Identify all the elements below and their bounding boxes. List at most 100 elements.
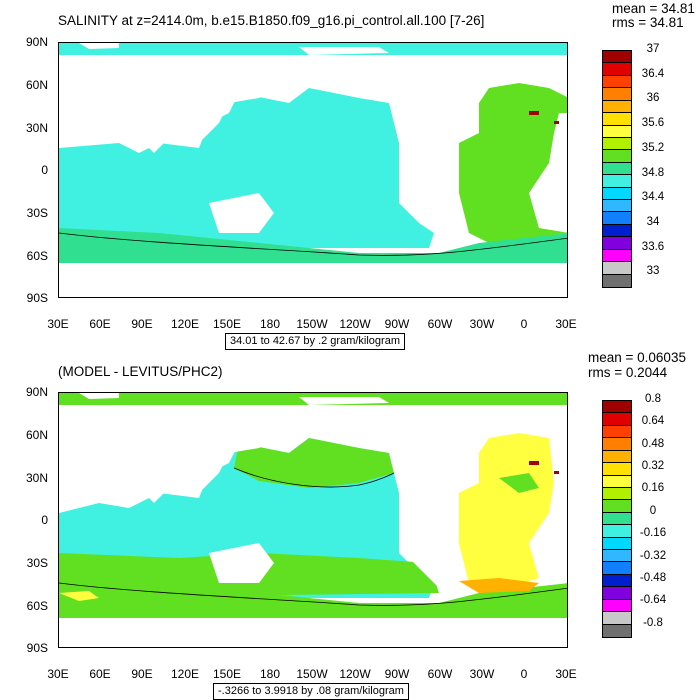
africa-land — [529, 463, 567, 583]
lon-label: 90E — [131, 667, 153, 681]
colorbar-label: 36 — [646, 92, 660, 105]
colorbar-label: -0.64 — [639, 594, 667, 607]
lon-label: 150W — [296, 317, 328, 331]
bottom-map-title: (MODEL - LEVITUS/PHC2) — [58, 364, 223, 379]
southern-atlantic-anomaly — [459, 578, 539, 593]
lat-label: 30N — [25, 471, 48, 485]
bottom-map-plot — [58, 392, 568, 648]
lat-label: 90N — [25, 385, 48, 399]
top-mean-text: mean = 34.81 — [612, 1, 695, 16]
southern-ocean — [59, 228, 567, 263]
colorbar-label: 36.4 — [641, 67, 665, 80]
bottom-mean-text: mean = 0.06035 — [588, 350, 686, 365]
colorbar-label: -0.48 — [639, 571, 667, 584]
lon-label: 60W — [427, 317, 453, 331]
lon-label: 90W — [384, 667, 410, 681]
contour-line — [59, 232, 567, 256]
lon-label: 150E — [212, 317, 242, 331]
contour-info-box: -.3266 to 3.9918 by .08 gram/kilogram — [213, 683, 409, 700]
eurasia-land — [59, 55, 289, 153]
lon-label: 30W — [469, 317, 495, 331]
atlantic-green-patch — [499, 473, 539, 493]
colorbar-label: 0.48 — [641, 437, 665, 450]
lat-label: 90N — [25, 35, 48, 49]
colorbar-label: 0.16 — [641, 482, 665, 495]
lon-label: 30E — [555, 317, 577, 331]
southern-yellow-patch — [59, 591, 99, 601]
lon-label: 60W — [427, 667, 453, 681]
lon-label: 180 — [259, 667, 281, 681]
americas-land — [389, 405, 479, 598]
lon-label: 30E — [47, 667, 69, 681]
lon-label: 120W — [339, 667, 371, 681]
colorbar-label: 34.8 — [641, 166, 665, 179]
north-pacific-region — [234, 438, 394, 488]
bottom-rms-text: rms = 0.2044 — [588, 365, 668, 380]
antarctica-land — [59, 263, 567, 297]
colorbar-label: 0.8 — [645, 393, 661, 405]
lon-label: 120E — [170, 317, 200, 331]
colorbar-label: 35.2 — [641, 141, 665, 154]
colorbar-label: 0.64 — [641, 415, 665, 428]
arctic-land — [79, 393, 389, 405]
colorbar-label: 33.6 — [641, 240, 665, 253]
lon-label: 150E — [212, 667, 242, 681]
lat-label: 30N — [25, 121, 48, 135]
contour-line — [59, 582, 567, 606]
lat-label: 90S — [26, 641, 48, 655]
top-map-title: SALINITY at z=2414.0m, b.e15.B1850.f09_g… — [58, 13, 485, 28]
lat-label: 60S — [26, 249, 48, 263]
australia-land — [209, 543, 274, 583]
southern-ocean — [59, 578, 567, 618]
colorbar-swatch — [602, 273, 632, 288]
lon-label: 0 — [520, 317, 528, 331]
colorbar-label: 34.4 — [641, 191, 665, 204]
colorbar-label: 0.32 — [641, 460, 665, 473]
lon-label: 30E — [47, 317, 69, 331]
atlantic-ocean — [459, 433, 554, 593]
lat-label: 30S — [26, 556, 48, 570]
lon-label: 0 — [520, 667, 528, 681]
africa-land — [529, 113, 567, 233]
colorbar-label: 0 — [649, 504, 657, 517]
lon-label: 90W — [384, 317, 410, 331]
top-map-panel: SALINITY at z=2414.0m, b.e15.B1850.f09_g… — [25, 1, 695, 351]
red-patch — [554, 471, 559, 474]
colorbar-label: 33 — [646, 265, 660, 278]
colorbar-label: 35.6 — [641, 117, 665, 130]
americas-land — [389, 55, 479, 248]
antarctica-land — [59, 618, 567, 647]
colorbar-label: -0.8 — [643, 616, 663, 629]
colorbar-swatch — [602, 623, 632, 638]
lon-label: 90E — [131, 317, 153, 331]
contour-info-box: 34.01 to 42.67 by .2 gram/kilogram — [225, 333, 405, 351]
lat-label: 30S — [26, 206, 48, 220]
mediterranean-high-salinity — [529, 111, 539, 115]
lon-label: 30W — [469, 667, 495, 681]
lat-label: 0 — [41, 163, 48, 177]
lon-label: 60E — [89, 667, 111, 681]
lon-label: 120W — [339, 317, 371, 331]
red-patch — [554, 121, 559, 124]
lat-label: 60N — [25, 78, 48, 92]
lon-label: 60E — [89, 317, 111, 331]
eurasia-land — [59, 405, 289, 503]
colorbar-label: -0.32 — [639, 549, 667, 562]
lon-label: 150W — [296, 667, 328, 681]
australia-land — [209, 193, 274, 233]
colorbar-label: 37 — [646, 43, 660, 55]
lon-label: 180 — [259, 317, 281, 331]
lat-label: 60N — [25, 428, 48, 442]
colorbar-label: -0.16 — [639, 527, 667, 540]
bottom-map-panel: (MODEL - LEVITUS/PHC2) mean = 0.06035 rm… — [0, 350, 700, 700]
lat-label: 90S — [26, 291, 48, 305]
indian-ocean — [59, 143, 209, 238]
arctic-land — [79, 43, 389, 55]
lon-label: 120E — [170, 667, 200, 681]
top-map-svg — [59, 43, 567, 297]
red-patch — [529, 461, 539, 465]
lat-label: 60S — [26, 599, 48, 613]
contour-line — [233, 467, 395, 488]
lat-label: 0 — [41, 513, 48, 527]
bottom-map-svg — [59, 393, 567, 647]
